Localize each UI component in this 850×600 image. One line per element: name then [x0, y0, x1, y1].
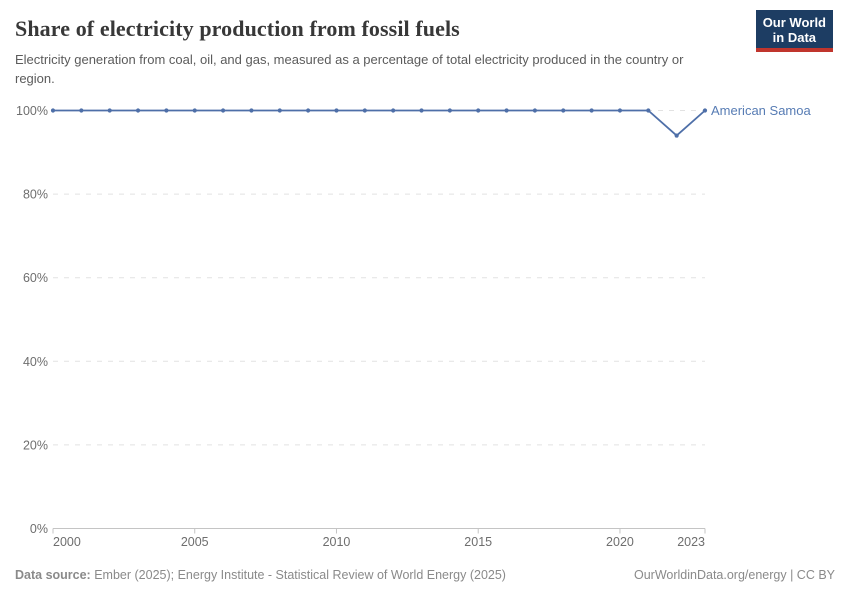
data-point[interactable]	[674, 133, 679, 138]
data-point[interactable]	[617, 108, 623, 113]
data-point[interactable]	[391, 108, 396, 113]
owid-link[interactable]: OurWorldinData.org/energy | CC BY	[633, 568, 835, 582]
x-axis-tick-label: 2000	[53, 535, 81, 549]
data-point[interactable]	[192, 108, 197, 113]
data-point[interactable]	[646, 108, 651, 113]
chart-line	[53, 109, 706, 137]
y-axis-tick-label: 80%	[23, 188, 48, 202]
data-point[interactable]	[135, 108, 141, 113]
data-point[interactable]	[702, 108, 708, 113]
chart-header: Share of electricity production from fos…	[15, 16, 835, 88]
y-axis-tick-label: 20%	[23, 438, 48, 452]
data-point[interactable]	[476, 108, 481, 113]
chart-footer: Data source: Ember (2025); Energy Instit…	[15, 567, 835, 583]
y-axis-tick-label: 60%	[23, 271, 48, 285]
data-point[interactable]	[220, 108, 226, 113]
x-axis-tick-label: 2023	[677, 535, 705, 549]
data-point[interactable]	[419, 108, 424, 113]
data-source-label: Data source:	[15, 568, 91, 582]
y-axis-tick-label: 0%	[30, 522, 48, 536]
data-point[interactable]	[306, 108, 311, 113]
data-point[interactable]	[79, 108, 84, 113]
x-axis-tick-label: 2010	[323, 535, 351, 549]
x-axis-tick-label: 2005	[181, 535, 209, 549]
data-source: Data source: Ember (2025); Energy Instit…	[15, 567, 506, 583]
data-source-text: Ember (2025); Energy Institute - Statist…	[94, 568, 506, 582]
data-point[interactable]	[504, 108, 509, 113]
y-axis-tick-label: 100%	[16, 104, 48, 118]
data-point[interactable]	[249, 108, 254, 113]
entity-label[interactable]: American Samoa	[711, 103, 811, 118]
chart-subtitle: Electricity generation from coal, oil, a…	[15, 52, 684, 86]
data-point[interactable]	[164, 108, 169, 113]
data-point[interactable]	[532, 108, 538, 113]
x-axis-tick-label: 2015	[464, 535, 492, 549]
data-point[interactable]	[447, 108, 452, 113]
data-point[interactable]	[334, 108, 339, 113]
y-axis-tick-label: 40%	[23, 355, 48, 369]
data-point[interactable]	[107, 108, 112, 113]
owid-logo-line2: in Data	[772, 30, 817, 45]
owid-logo[interactable]: Our World in Data	[755, 10, 833, 52]
data-point[interactable]	[362, 108, 367, 113]
owid-logo-line1: Our World	[762, 15, 826, 30]
data-point[interactable]	[277, 108, 282, 113]
data-point[interactable]	[50, 108, 56, 113]
page-title: Share of electricity production from fos…	[15, 16, 460, 41]
data-point[interactable]	[561, 108, 566, 113]
x-axis-tick-label: 2020	[606, 535, 634, 549]
data-point[interactable]	[589, 108, 594, 113]
